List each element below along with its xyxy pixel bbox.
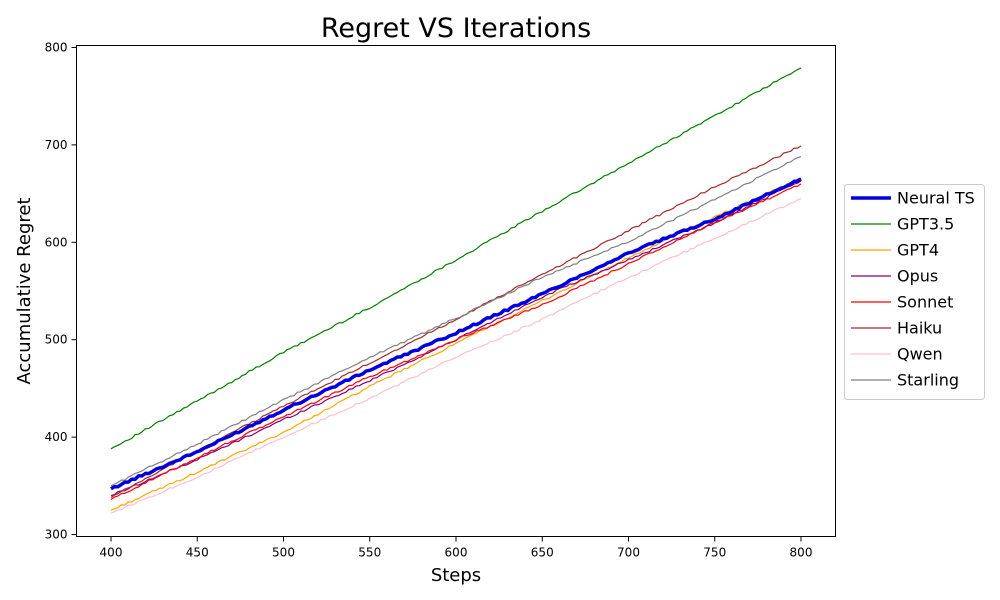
x-tick-label: 400 <box>100 546 123 560</box>
y-tick-label: 300 <box>45 528 68 542</box>
legend-label-qwen: Qwen <box>897 345 943 364</box>
series-layer <box>110 67 802 514</box>
x-tick-label: 450 <box>186 546 209 560</box>
series-line-starling <box>110 155 802 487</box>
legend-label-starling: Starling <box>897 371 959 390</box>
y-tick-label: 500 <box>45 333 68 347</box>
y-axis-label: Accumulative Regret <box>14 197 35 384</box>
legend-label-opus: Opus <box>897 267 938 286</box>
y-tick-label: 800 <box>45 40 68 54</box>
x-tick-label: 750 <box>703 546 726 560</box>
chart-title: Regret VS Iterations <box>321 13 591 44</box>
series-line-neural-ts <box>110 177 802 491</box>
legend-label-gpt4: GPT4 <box>897 241 939 260</box>
legend-label-haiku: Haiku <box>897 319 942 338</box>
series-line-sonnet <box>110 183 802 500</box>
x-tick-label: 700 <box>617 546 640 560</box>
x-tick-label: 800 <box>790 546 813 560</box>
x-tick-label: 650 <box>531 546 554 560</box>
series-line-gpt3-5 <box>110 67 802 450</box>
x-tick-label: 550 <box>358 546 381 560</box>
legend: Neural TS GPT3.5 GPT4 Opus Sonnet Haiku Qwen St… <box>844 184 985 400</box>
y-tick-label: 700 <box>45 138 68 152</box>
legend-box <box>844 184 985 400</box>
y-tick-label: 400 <box>45 430 68 444</box>
x-axis-ticks: 400 450 500 550 600 650 700 750 800 <box>100 536 813 560</box>
x-axis-label: Steps <box>431 565 481 586</box>
series-line-qwen <box>110 197 802 514</box>
series-line-haiku <box>110 145 802 499</box>
y-tick-label: 600 <box>45 235 68 249</box>
x-tick-label: 600 <box>445 546 468 560</box>
x-tick-label: 500 <box>272 546 295 560</box>
y-axis-ticks: 300 400 500 600 700 800 <box>45 40 77 542</box>
legend-label-gpt3-5: GPT3.5 <box>897 215 954 234</box>
legend-label-sonnet: Sonnet <box>897 293 953 312</box>
legend-label-neural-ts: Neural TS <box>897 189 975 208</box>
